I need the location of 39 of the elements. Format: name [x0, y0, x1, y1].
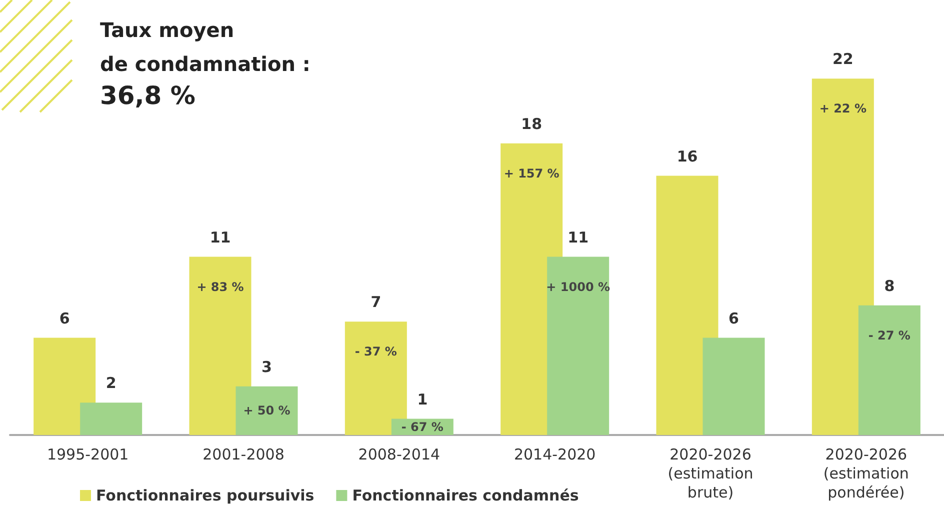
annotation: + 50 % — [243, 404, 290, 418]
annotation: + 157 % — [504, 166, 560, 180]
x-tick-label: 2001-2008 — [202, 446, 284, 464]
data-label: 11 — [568, 228, 589, 246]
legend-label: Fonctionnaires condamnés — [352, 486, 579, 504]
legend-label: Fonctionnaires poursuivis — [96, 486, 314, 504]
data-label: 6 — [728, 309, 739, 328]
x-tick-label: 2020-2026 (estimation pondérée) — [823, 446, 909, 502]
data-label: 18 — [521, 114, 542, 133]
bar — [189, 256, 252, 435]
x-tick-label: 2020-2026 (estimation brute) — [668, 446, 754, 502]
x-tick-label: 2014-2020 — [514, 446, 596, 464]
bar — [236, 386, 298, 435]
data-label: 3 — [262, 358, 272, 376]
bar — [702, 338, 765, 435]
annotation: - 67 % — [401, 420, 444, 434]
bar — [858, 305, 920, 435]
data-label: 22 — [832, 50, 854, 68]
bar — [656, 176, 718, 435]
annotation: - 27 % — [868, 328, 910, 342]
chart-title: Taux moyen de condamnation : — [100, 18, 310, 76]
annotation: - 37 % — [354, 344, 397, 359]
data-label: 7 — [370, 293, 382, 312]
data-label: 8 — [884, 276, 895, 295]
annotation: + 83 % — [196, 280, 244, 294]
data-label: 2 — [106, 374, 116, 392]
bar — [80, 402, 142, 435]
data-label: 1 — [417, 390, 428, 408]
bar — [547, 256, 610, 435]
x-tick-label: 2008-2014 — [358, 446, 440, 464]
chart-subtitle: 36,8 % — [100, 81, 196, 110]
data-label: 6 — [59, 309, 70, 328]
annotation: + 22 % — [819, 102, 866, 116]
bar — [344, 322, 407, 435]
data-label: 16 — [676, 147, 698, 166]
bar — [812, 78, 874, 435]
data-label: 11 — [210, 228, 231, 246]
x-tick-label: 1995-2001 — [46, 446, 129, 464]
bar — [34, 338, 96, 435]
